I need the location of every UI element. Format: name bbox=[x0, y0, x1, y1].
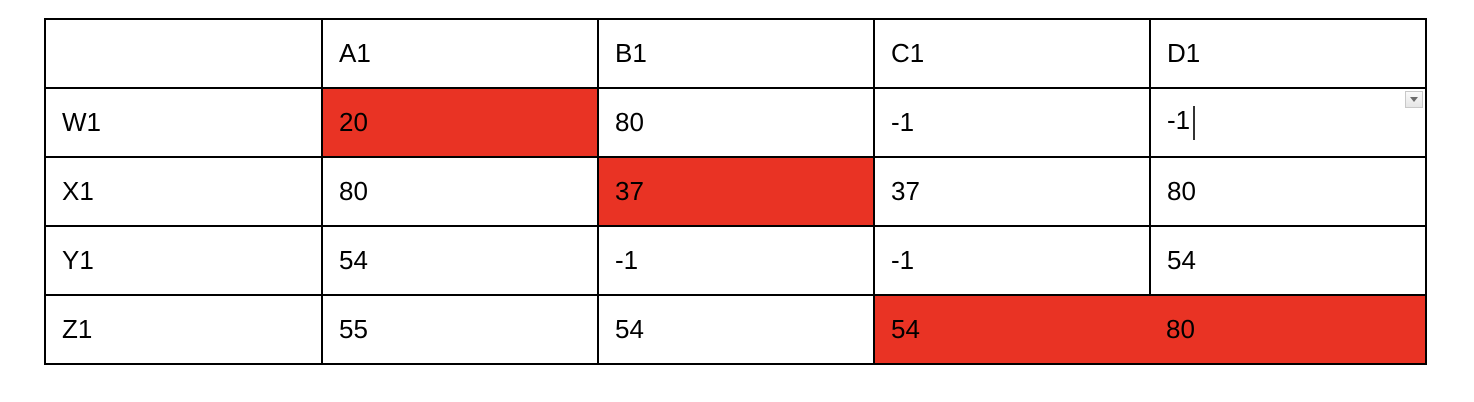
cell-w1-b1[interactable]: 80 bbox=[597, 87, 875, 158]
column-header-d1[interactable]: D1 bbox=[1149, 18, 1427, 89]
cell-z1-b1[interactable]: 54 bbox=[597, 294, 875, 365]
row-label-y1[interactable]: Y1 bbox=[44, 225, 323, 296]
table-row: Y1 54 -1 -1 54 bbox=[44, 225, 1427, 296]
row-label-w1[interactable]: W1 bbox=[44, 87, 323, 158]
cell-w1-a1[interactable]: 20 bbox=[321, 87, 599, 158]
cell-w1-d1-value: -1 bbox=[1167, 105, 1191, 136]
row-label-z1[interactable]: Z1 bbox=[44, 294, 323, 365]
cell-y1-b1[interactable]: -1 bbox=[597, 225, 875, 296]
cell-y1-a1[interactable]: 54 bbox=[321, 225, 599, 296]
cell-w1-d1[interactable]: -1 bbox=[1149, 87, 1427, 158]
column-header-c1[interactable]: C1 bbox=[873, 18, 1151, 89]
column-header-a1[interactable]: A1 bbox=[321, 18, 599, 89]
cell-w1-c1[interactable]: -1 bbox=[873, 87, 1151, 158]
row-label-x1[interactable]: X1 bbox=[44, 156, 323, 227]
cell-x1-d1[interactable]: 80 bbox=[1149, 156, 1427, 227]
cell-z1-a1[interactable]: 55 bbox=[321, 294, 599, 365]
column-header-b1[interactable]: B1 bbox=[597, 18, 875, 89]
cell-y1-c1[interactable]: -1 bbox=[873, 225, 1151, 296]
cell-z1-d1[interactable]: 80 bbox=[1150, 294, 1427, 365]
table-row: Z1 55 54 54 80 bbox=[44, 294, 1427, 365]
cell-dropdown-button[interactable] bbox=[1405, 91, 1423, 108]
text-cursor bbox=[1193, 105, 1196, 140]
chevron-down-icon bbox=[1410, 97, 1418, 102]
cell-x1-b1[interactable]: 37 bbox=[597, 156, 875, 227]
cell-x1-a1[interactable]: 80 bbox=[321, 156, 599, 227]
header-row: A1 B1 C1 D1 bbox=[44, 18, 1427, 89]
corner-cell[interactable] bbox=[44, 18, 323, 89]
cell-z1-c1[interactable]: 54 bbox=[873, 294, 1150, 365]
cell-y1-d1[interactable]: 54 bbox=[1149, 225, 1427, 296]
table-row: W1 20 80 -1 -1 bbox=[44, 87, 1427, 158]
cell-x1-c1[interactable]: 37 bbox=[873, 156, 1151, 227]
table-row: X1 80 37 37 80 bbox=[44, 156, 1427, 227]
data-table: A1 B1 C1 D1 W1 20 80 -1 -1 X1 80 37 37 8… bbox=[44, 18, 1427, 365]
